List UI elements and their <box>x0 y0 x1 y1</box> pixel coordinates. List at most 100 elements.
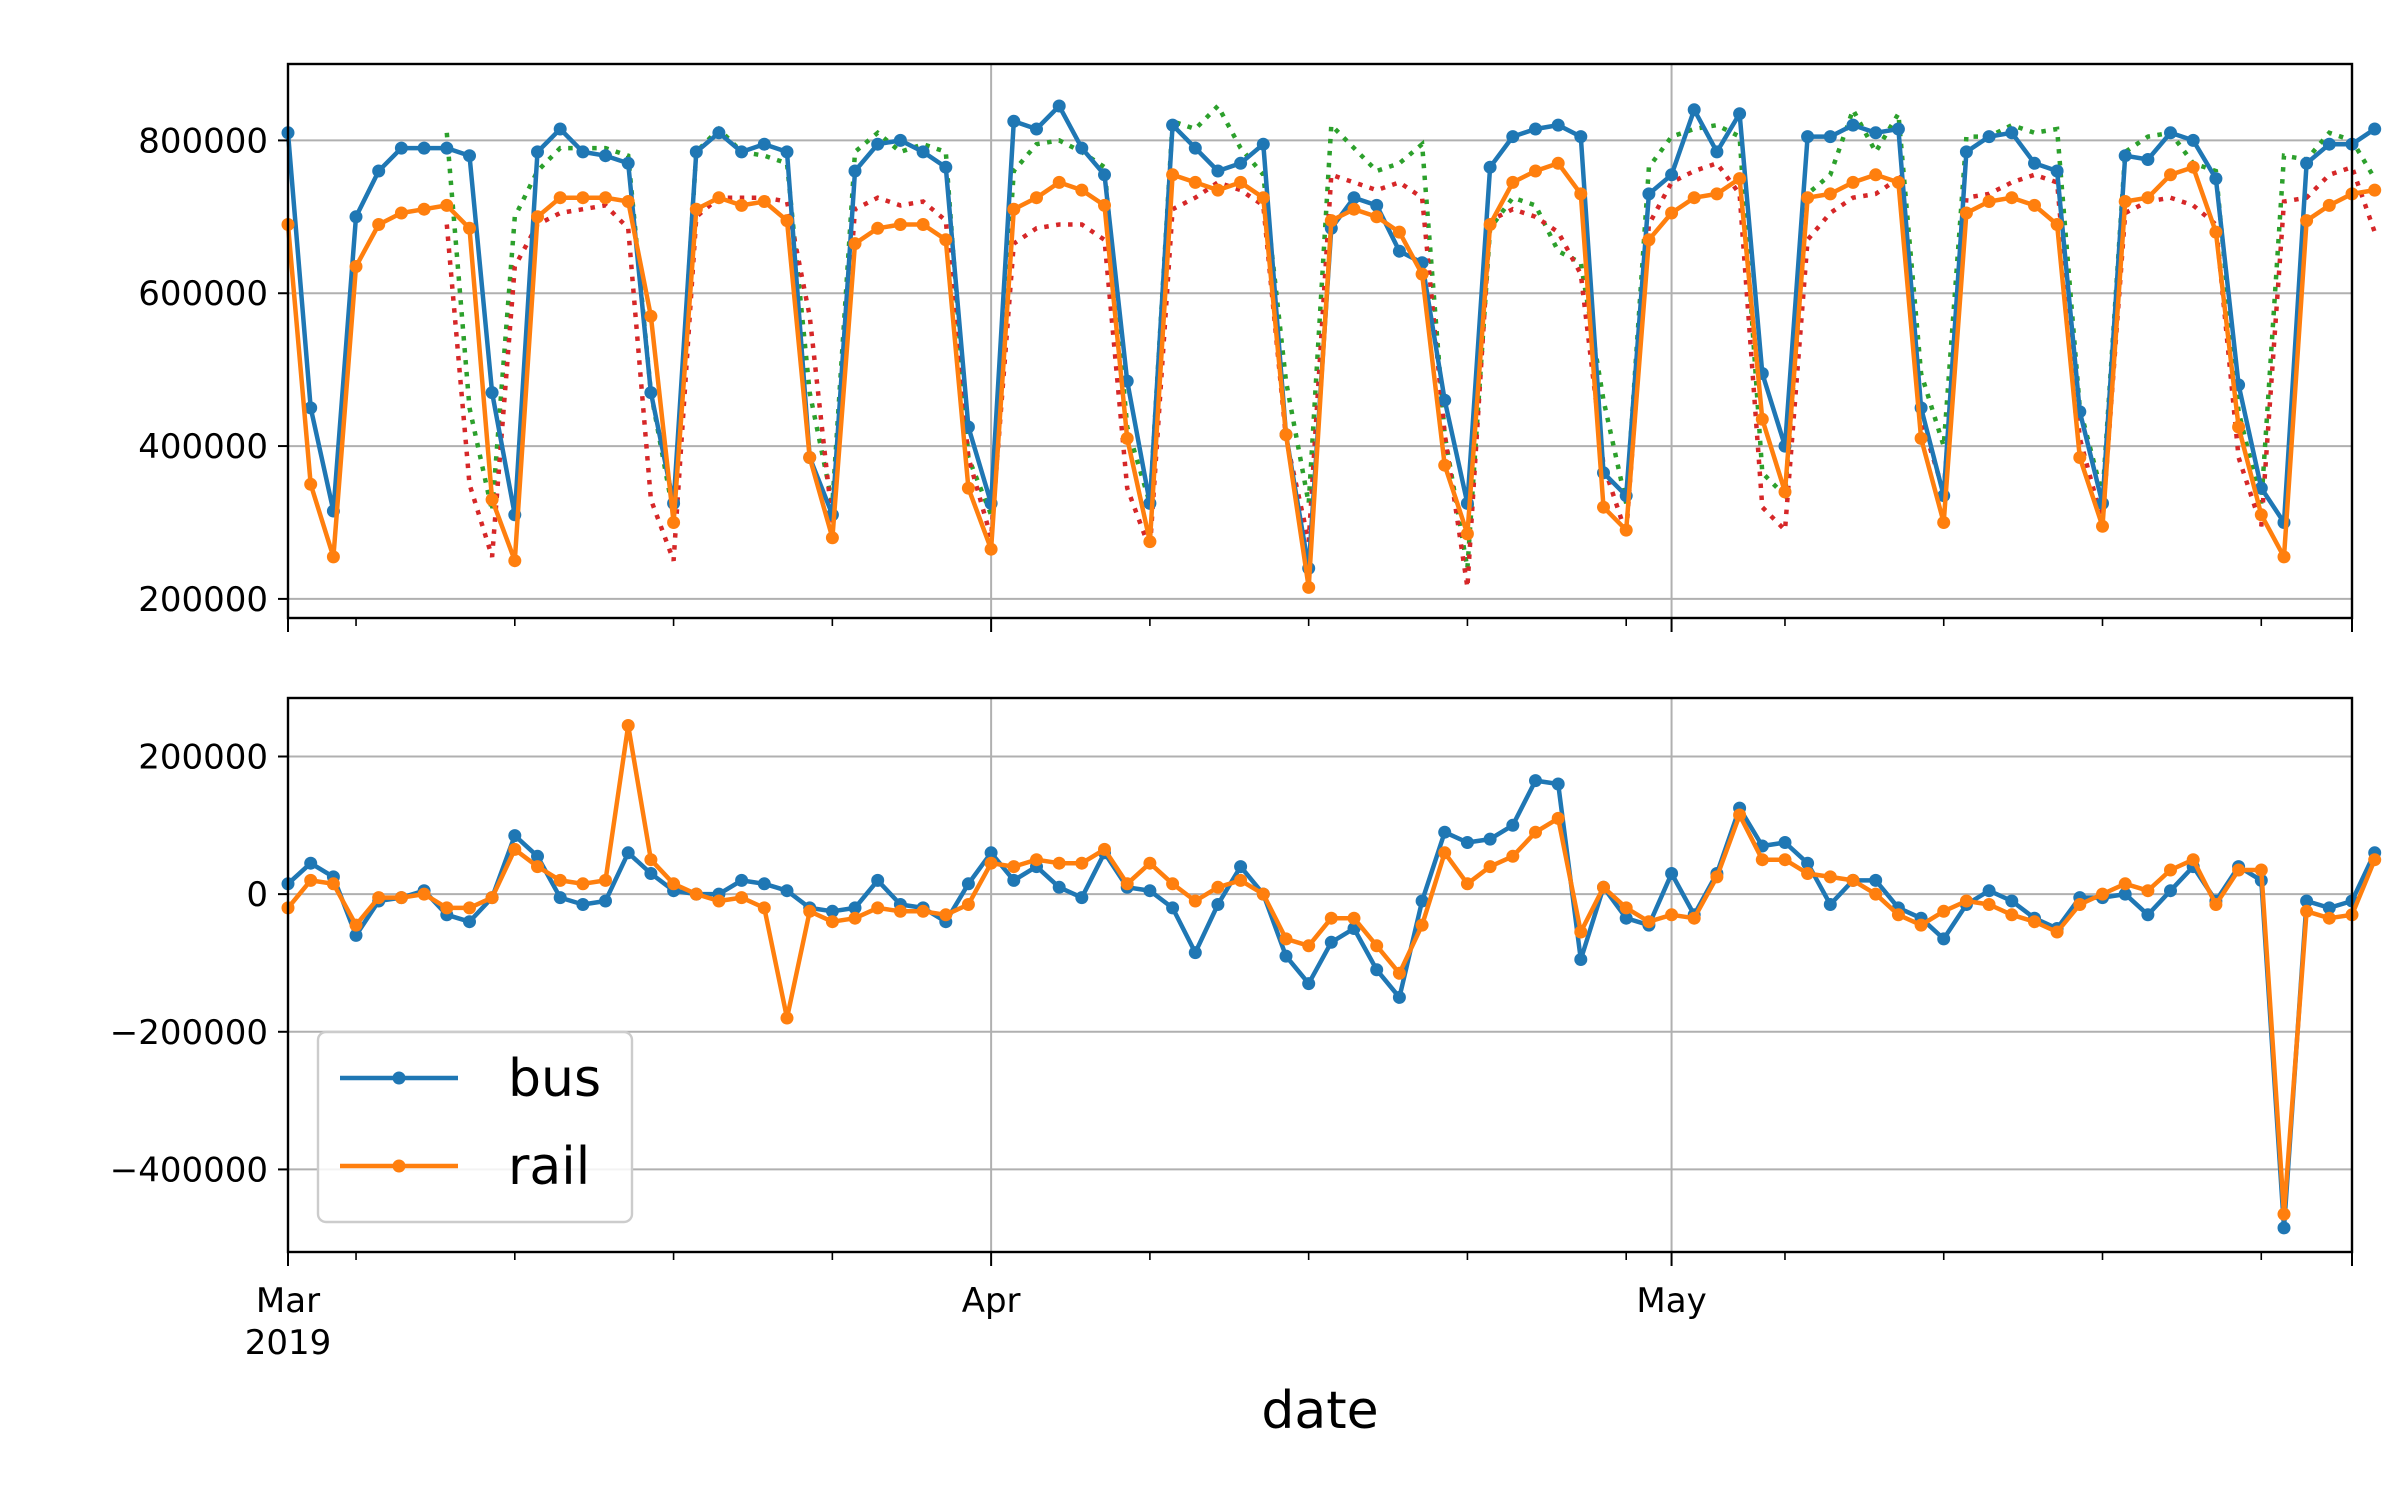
rail-point <box>1483 860 1497 874</box>
rail-point <box>2368 183 2382 197</box>
bus-point <box>2141 153 2155 166</box>
rail-point <box>1438 846 1452 860</box>
rail-point <box>712 191 726 205</box>
bus-point <box>689 145 703 159</box>
rail-point <box>1007 860 1021 874</box>
rail-point <box>372 891 386 905</box>
bus-point <box>848 901 862 915</box>
rail-point <box>2141 191 2155 205</box>
rail-point <box>1778 485 1792 499</box>
rail-point <box>1460 527 1474 541</box>
bus-point <box>2300 894 2314 908</box>
bus-point <box>394 141 408 155</box>
rail-point <box>1256 191 1270 205</box>
bus-forecast-line <box>444 102 2377 569</box>
rail-point <box>1370 939 1384 953</box>
rail-point <box>576 191 590 205</box>
legend-rail-label: rail <box>508 1137 590 1197</box>
bus-point <box>1551 777 1565 791</box>
rail-point <box>1052 856 1066 870</box>
rail-point <box>1302 939 1316 953</box>
rail-point <box>1370 210 1384 224</box>
rail-point <box>2209 898 2223 911</box>
x-tick-label: Apr <box>962 1281 1021 1321</box>
rail-point <box>2141 884 2155 898</box>
rail-point <box>1188 894 1202 908</box>
rail-point <box>394 206 408 220</box>
rail-point <box>463 221 476 235</box>
rail-point <box>2277 550 2291 564</box>
rail-point <box>1642 915 1656 929</box>
bus-point <box>1098 168 1111 182</box>
bus-point <box>1211 164 1225 178</box>
bus-point <box>984 846 998 860</box>
rail-point <box>1755 853 1769 867</box>
bus-point <box>2164 884 2177 898</box>
bus-point <box>1438 825 1452 839</box>
rail-point <box>848 237 862 251</box>
rail-point <box>893 218 907 231</box>
bus-point <box>531 145 544 159</box>
bus-point <box>485 386 499 400</box>
bus-point <box>2322 901 2336 915</box>
bus-point <box>2254 481 2268 495</box>
rail-point <box>712 894 726 908</box>
legend-bus-label: bus <box>508 1049 601 1109</box>
bus-point <box>1869 126 1883 140</box>
rail-point <box>1143 535 1157 549</box>
rail-point <box>621 719 635 732</box>
bus-point <box>1302 977 1316 991</box>
rail-point <box>1098 198 1111 212</box>
y-tick-label: 400000 <box>138 427 268 467</box>
rail-point <box>2050 218 2064 231</box>
rail-point <box>1937 904 1951 918</box>
rail-point <box>531 210 544 224</box>
bus-point <box>2164 126 2177 140</box>
bus-point <box>1778 836 1792 849</box>
rail-point <box>667 877 681 891</box>
rail-point <box>1642 233 1656 247</box>
bus-point <box>2050 164 2064 178</box>
bus-point <box>349 928 363 942</box>
bus-point <box>2186 133 2200 147</box>
bus-point <box>757 877 771 891</box>
rail-point <box>961 481 975 495</box>
rail-point <box>2254 863 2268 877</box>
rail-point <box>1597 500 1610 514</box>
bus-point <box>1460 836 1474 849</box>
rail-point <box>372 218 386 231</box>
rail-point <box>1710 870 1724 884</box>
bus-point <box>1891 122 1905 136</box>
bus-point <box>871 137 885 151</box>
bus-point <box>1823 898 1837 911</box>
rail-point <box>1529 164 1542 178</box>
bus-point <box>1710 145 1724 159</box>
top-series <box>281 99 2382 594</box>
rail-point <box>1256 887 1270 901</box>
bus-point <box>1801 130 1815 144</box>
bus-point <box>1166 118 1180 132</box>
rail-point <box>1324 911 1338 925</box>
rail-point <box>1937 516 1951 529</box>
rail-point <box>2232 863 2246 877</box>
rail-point <box>553 873 567 887</box>
rail-point <box>2096 519 2109 533</box>
rail-point <box>599 873 612 887</box>
bus-point <box>1869 873 1883 887</box>
rail-point <box>1098 842 1111 856</box>
rail-point <box>2118 195 2132 208</box>
rail-point <box>644 853 658 867</box>
top-plot-frame <box>286 62 2354 620</box>
rail-point <box>1188 175 1202 189</box>
x-tick-label: May <box>1636 1281 1706 1321</box>
bus-point <box>735 873 749 887</box>
rail-point <box>1438 458 1452 472</box>
rail-point <box>417 202 431 216</box>
bus-point <box>1007 873 1021 887</box>
bus-point <box>2028 156 2041 170</box>
rail-point <box>1324 214 1338 228</box>
rail-point <box>1755 412 1769 426</box>
rail-point <box>1665 908 1679 922</box>
rail-point <box>1733 808 1747 822</box>
rail-point <box>1801 191 1815 205</box>
